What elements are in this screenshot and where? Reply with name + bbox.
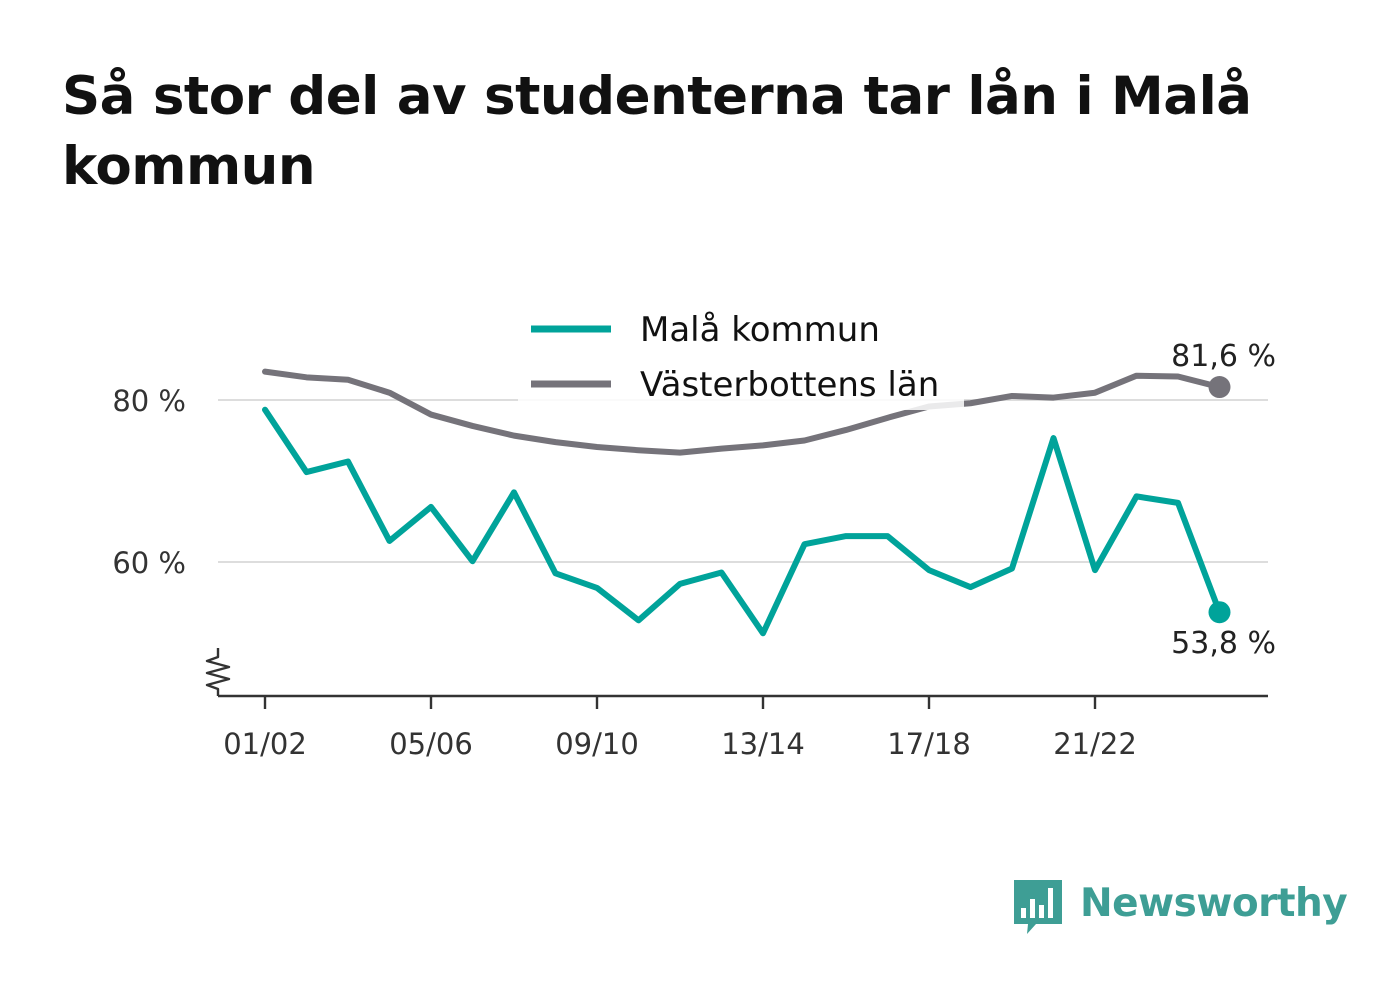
end-labels: 53,8 % 81,6 % [1171,339,1276,661]
gridlines: 80 % 60 % [112,384,1268,580]
x-axis: 01/02 05/06 09/10 13/14 17/18 21/22 [205,648,1268,761]
newsworthy-logo: Newsworthy [1012,878,1348,938]
x-tick-label: 05/06 [389,727,473,761]
brand-name: Newsworthy [1080,881,1348,926]
legend-label: Malå kommun [640,310,880,350]
y-tick-label: 60 % [112,546,186,580]
end-point-marker [1208,601,1231,624]
series-lines [262,368,1231,637]
end-point-marker [1208,376,1231,399]
x-tick-label: 17/18 [887,727,971,761]
axis-break-icon [205,648,231,696]
x-tick-label: 13/14 [721,727,805,761]
series-line-mala [262,406,1223,637]
legend: Malå kommun Västerbottens län [518,310,964,410]
newsworthy-icon [1014,880,1062,934]
x-tick-label: 21/22 [1053,727,1137,761]
x-tick-label: 09/10 [555,727,639,761]
chart-title: Så stor del av studenterna tar lån i Mal… [62,66,1252,197]
x-tick-label: 01/02 [223,727,307,761]
y-tick-label: 80 % [112,384,186,418]
series-line-vasterbotten [262,368,1223,456]
legend-label: Västerbottens län [640,365,939,405]
end-value-label: 81,6 % [1171,339,1276,374]
end-value-label: 53,8 % [1171,626,1276,661]
